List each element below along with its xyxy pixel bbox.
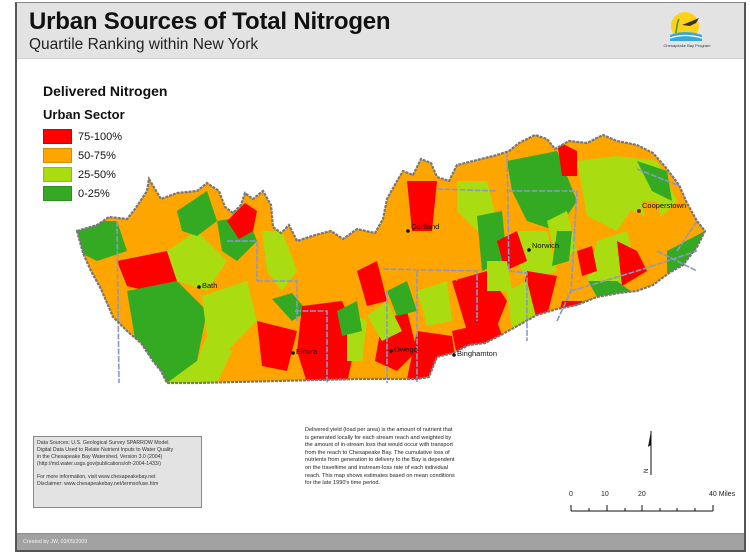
svg-text:N: N <box>644 469 650 473</box>
methodology-note: Delivered yield (load per area) is the a… <box>305 427 455 487</box>
scale-tick-label: 40 Miles <box>709 491 736 498</box>
city-binghamton: Binghamton <box>452 349 497 358</box>
svg-text:Norwich: Norwich <box>532 241 559 250</box>
city-norwich: Norwich <box>527 241 559 252</box>
legend-subtitle: Urban Sector <box>43 107 125 122</box>
legend-item-50-75: 50-75% <box>43 146 167 165</box>
legend-swatch-orange <box>43 148 72 163</box>
svg-text:Elmira: Elmira <box>296 347 318 356</box>
legend-swatch-red <box>43 129 72 144</box>
legend-label: 0-25% <box>78 187 110 200</box>
sources-text: Data Sources: U.S. Geological Survey SPA… <box>37 440 174 467</box>
scale-tick-label: 20 <box>638 491 646 498</box>
north-arrow-icon: N <box>644 431 652 475</box>
svg-text:Bath: Bath <box>202 281 217 290</box>
sources-links: For more information, visit www.chesapea… <box>37 474 159 487</box>
header: Urban Sources of Total Nitrogen Quartile… <box>17 3 744 59</box>
legend-item-0-25: 0-25% <box>43 184 167 203</box>
legend-label: 25-50% <box>78 168 116 181</box>
city-bath: Bath <box>197 281 217 290</box>
svg-text:Cortland: Cortland <box>411 222 439 231</box>
scale-tick-label: 10 <box>601 491 609 498</box>
legend-label: 50-75% <box>78 149 116 162</box>
svg-text:Cooperstown: Cooperstown <box>642 201 686 210</box>
city-cortland: Cortland <box>406 222 439 233</box>
map-frame: Urban Sources of Total Nitrogen Quartile… <box>15 2 746 552</box>
logo-caption: Chesapeake Bay Program <box>663 43 711 48</box>
svg-text:Owego: Owego <box>394 345 418 354</box>
legend-item-75-100: 75-100% <box>43 127 167 146</box>
logo-icon <box>669 12 703 41</box>
footer-credit: Created by JW, 03/05/2009 <box>23 539 88 545</box>
legend-swatch-light-green <box>43 167 72 182</box>
scale-tick-label: 0 <box>569 491 573 498</box>
page-subtitle: Quartile Ranking within New York <box>29 36 259 53</box>
page-title: Urban Sources of Total Nitrogen <box>29 8 391 35</box>
scale-bar-graphic <box>570 505 714 512</box>
legend-swatch-green <box>43 186 72 201</box>
footer-bar: Created by JW, 03/05/2009 <box>17 533 744 550</box>
choropleth-map: Bath Elmira Owego Binghamton Cortland No… <box>75 133 707 385</box>
legend: Delivered Nitrogen Urban Sector 75-100% … <box>43 83 167 203</box>
chesapeake-bay-program-logo: Chesapeake Bay Program <box>652 9 722 53</box>
city-elmira: Elmira <box>291 347 318 356</box>
data-sources-box: Data Sources: U.S. Geological Survey SPA… <box>33 436 202 508</box>
legend-title: Delivered Nitrogen <box>43 83 168 99</box>
legend-label: 75-100% <box>78 130 123 143</box>
legend-item-25-50: 25-50% <box>43 165 167 184</box>
city-owego: Owego <box>389 345 418 354</box>
svg-text:Binghamton: Binghamton <box>457 349 497 358</box>
scale-bar: 0 10 20 40 Miles <box>569 491 750 515</box>
city-cooperstown: Cooperstown <box>637 201 686 213</box>
